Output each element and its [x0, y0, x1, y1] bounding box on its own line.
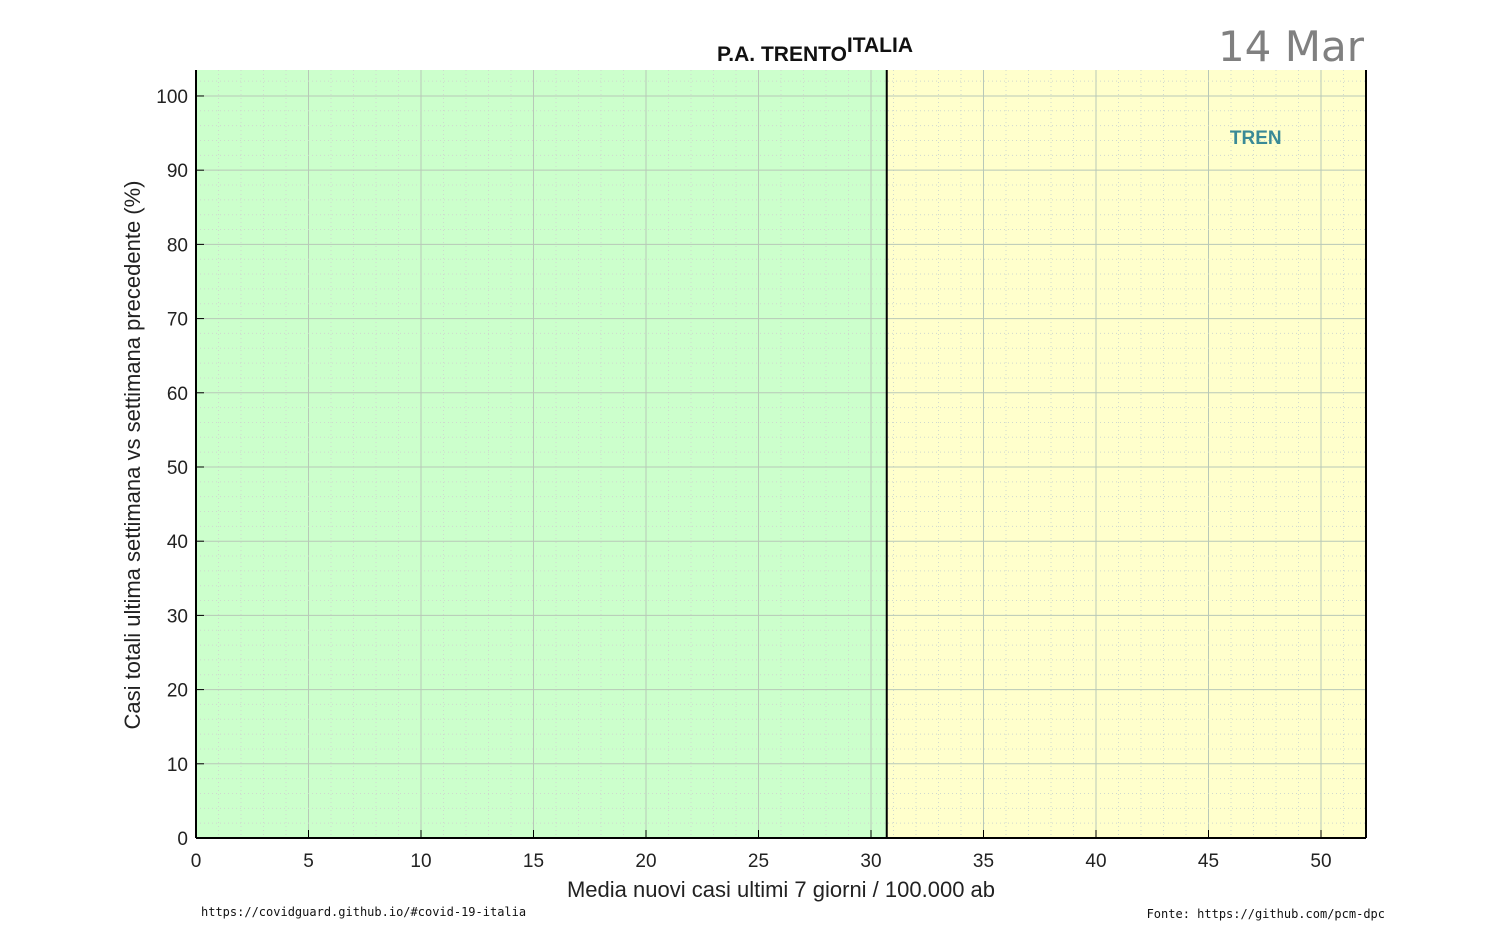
y-axis-title: Casi totali ultima settimana vs settiman… [120, 180, 145, 729]
x-tick-label: 50 [1310, 851, 1331, 872]
y-tick-label: 40 [167, 532, 188, 553]
y-tick-label: 70 [167, 310, 188, 331]
x-tick-label: 15 [523, 851, 544, 872]
footer-left-url[interactable]: https://covidguard.github.io/#covid-19-i… [201, 905, 526, 919]
y-tick-label: 90 [167, 161, 188, 182]
date-label: 14 Mar [1218, 22, 1365, 71]
region-1 [886, 70, 1366, 838]
chart-title-superscript: ITALIA [847, 34, 913, 57]
y-tick-label: 60 [167, 384, 188, 405]
x-tick-label: 0 [191, 851, 202, 872]
x-tick-label: 20 [635, 851, 656, 872]
grid [195, 70, 1367, 839]
y-tick-label: 10 [167, 755, 188, 776]
chart-title: P.A. TRENTOITALIA [717, 34, 913, 66]
y-tick-label: 50 [167, 458, 188, 479]
x-tick-label: 45 [1198, 851, 1219, 872]
y-tick-label: 100 [156, 87, 188, 108]
x-tick-label: 30 [860, 851, 881, 872]
region-0 [196, 70, 887, 838]
axes [195, 70, 1367, 839]
x-tick-label: 25 [748, 851, 769, 872]
y-tick-label: 30 [167, 606, 188, 627]
x-tick-label: 5 [303, 851, 314, 872]
x-tick-label: 35 [973, 851, 994, 872]
x-tick-label: 40 [1085, 851, 1106, 872]
y-tick-label: 0 [177, 829, 188, 850]
y-tick-label: 20 [167, 681, 188, 702]
x-tick-label: 10 [410, 851, 431, 872]
background-regions [196, 70, 1366, 838]
annotation-label: TREN [1230, 128, 1282, 149]
x-axis-title: Media nuovi casi ultimi 7 giorni / 100.0… [567, 877, 995, 902]
annotations: TREN [1230, 128, 1282, 149]
y-tick-label: 80 [167, 235, 188, 256]
footer-right-source[interactable]: Fonte: https://github.com/pcm-dpc [1147, 907, 1385, 921]
tick-labels: 0 5 10 15 20 25 30 35 40 45 50 0 10 20 30 40 50 60 70 80 90 1… [156, 87, 1331, 872]
